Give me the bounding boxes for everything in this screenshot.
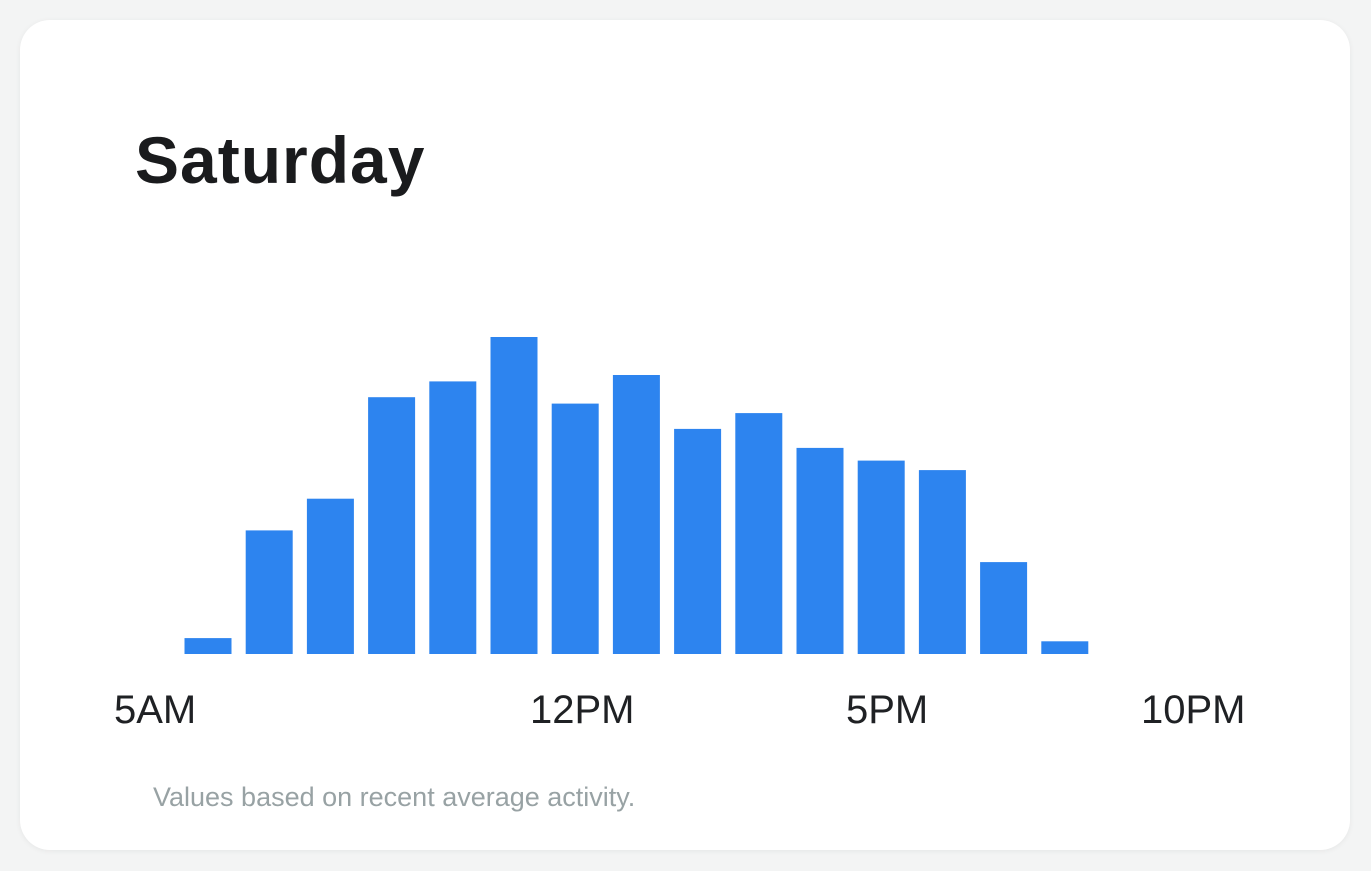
bar-9am	[368, 397, 416, 654]
bar-6am	[184, 638, 232, 654]
bar-2pm	[674, 428, 722, 654]
bar-6pm	[918, 470, 966, 654]
bar-12pm	[551, 403, 599, 654]
hourly-activity-bar-chart: 5AM 12PM 5PM 10PM	[114, 337, 1246, 732]
x-tick-label: 5AM	[114, 688, 196, 732]
bar-8am	[306, 498, 354, 654]
bar-10am	[429, 381, 477, 654]
bar-3pm	[735, 413, 783, 654]
bar-1pm	[612, 375, 660, 654]
bar-5pm	[857, 460, 905, 654]
bar-8pm	[1041, 641, 1089, 654]
x-tick-label: 5PM	[846, 688, 928, 732]
bar-7pm	[980, 562, 1028, 654]
day-title: Saturday	[135, 123, 426, 197]
popular-times-card: Saturday 5AM 12PM 5PM 10PM Values based on …	[20, 20, 1350, 850]
bar-7am	[245, 530, 293, 654]
bar-11am	[490, 337, 538, 654]
x-tick-label: 10PM	[1141, 688, 1246, 732]
bar-4pm	[796, 447, 844, 654]
footnote: Values based on recent average activity.	[153, 782, 636, 812]
x-tick-label: 12PM	[530, 688, 635, 732]
